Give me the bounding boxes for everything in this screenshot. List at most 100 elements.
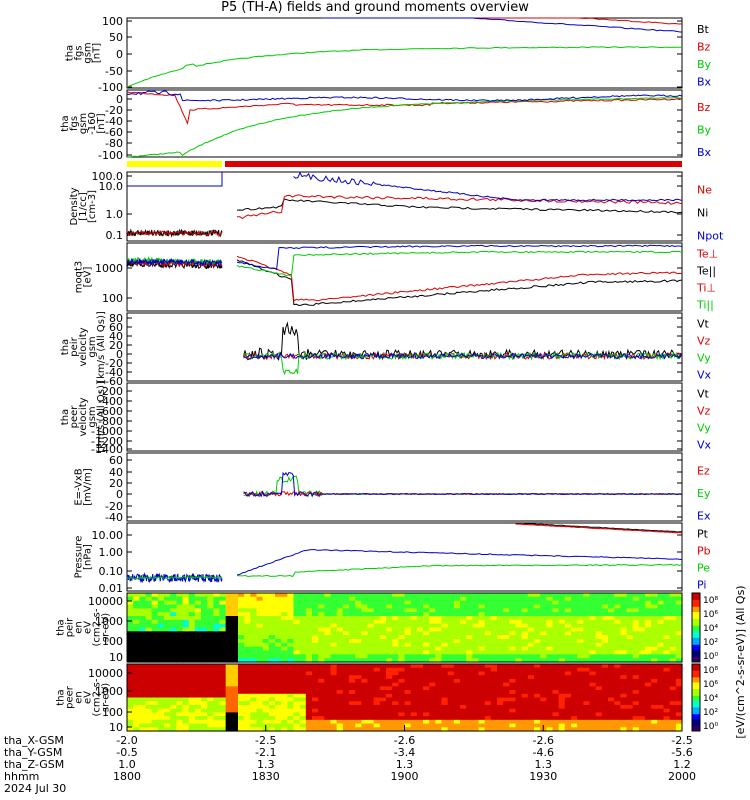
colorbar-tick: 10⁸	[703, 596, 718, 606]
series-pe-low	[126, 575, 223, 580]
panel-frame	[126, 242, 683, 312]
y-axis-label: (cm2-s-	[92, 678, 103, 716]
y-tick-label: -50	[105, 65, 123, 78]
series-by	[126, 46, 683, 88]
panel-frame	[126, 312, 683, 382]
legend-entry: Vt	[697, 318, 710, 331]
legend-entry: Vy	[697, 422, 711, 435]
x-tick-label: -2.5	[671, 734, 692, 747]
series-vx-ion	[243, 352, 683, 361]
y-tick-label: -200	[98, 385, 123, 398]
electron-spectrogram	[127, 664, 683, 732]
x-tick-label: 1.3	[535, 758, 553, 771]
x-tick-label: -2.6	[533, 734, 554, 747]
y-tick-label: 60	[109, 454, 123, 467]
x-axis-row-label: tha_Z-GSM	[4, 758, 64, 771]
y-tick-label: -60	[105, 375, 123, 388]
y-tick-label: 10000	[88, 595, 123, 608]
y-axis-label: gsm	[83, 42, 94, 63]
y-axis-label: (cm2-s-	[92, 608, 103, 646]
x-axis-row-label: tha_X-GSM	[4, 734, 64, 747]
y-tick-label: 40	[109, 466, 123, 479]
y-axis-label: eV	[83, 691, 94, 704]
legend-entry: Pb	[697, 545, 711, 558]
y-tick-label: 100	[102, 15, 123, 28]
legend-entry: Ni	[697, 207, 708, 220]
y-tick-label: 50	[109, 31, 123, 44]
x-tick-label: 1.3	[396, 758, 414, 771]
x-tick-label: -0.5	[116, 746, 137, 759]
series-tiperp-low	[126, 257, 223, 267]
series-by-detail	[126, 96, 683, 158]
colorbar-tick: 10⁰	[703, 722, 718, 732]
y-axis-label: [nPa]	[83, 544, 94, 570]
x-tick-label: 1800	[113, 770, 141, 783]
x-tick-label: 1900	[391, 770, 419, 783]
series-pb	[515, 523, 683, 534]
y-tick-label: -1000	[91, 425, 123, 438]
y-tick-label: 20	[109, 477, 123, 490]
y-tick-label: -20	[105, 104, 123, 117]
series-ex	[243, 471, 683, 498]
y-axis-label: tha	[56, 619, 67, 635]
legend-entry: Vz	[697, 335, 711, 348]
y-tick-label: 1000	[95, 615, 123, 628]
panel-frame	[126, 382, 683, 452]
x-tick-label: -2.6	[394, 734, 415, 747]
x-tick-label: 1830	[252, 770, 280, 783]
y-axis-label: Pressure	[74, 536, 85, 579]
y-tick-label: 0.01	[99, 582, 124, 595]
mode-bar-fast	[225, 161, 682, 167]
date-label: 2024 Jul 30	[4, 782, 66, 795]
y-tick-label: 80	[109, 312, 123, 325]
legend-entry: Ti⊥	[696, 282, 716, 295]
legend-entry: Pi	[697, 579, 706, 592]
series-pe-high	[236, 563, 683, 578]
y-tick-label: -100	[98, 149, 123, 162]
colorbar-tick: 10⁴	[703, 624, 718, 634]
legend-entry: Ti||	[696, 299, 714, 312]
series-tipar-high	[236, 250, 683, 278]
y-tick-label: -40	[105, 115, 123, 128]
legend-entry: Te||	[696, 265, 716, 278]
colorbar-tick: 10⁸	[703, 666, 718, 676]
legend-entry: Bt	[697, 23, 710, 36]
y-tick-label: -40	[105, 511, 123, 524]
legend-entry: Pt	[697, 528, 709, 541]
colorbar-tick: 10²	[703, 638, 718, 648]
series-tepar-high	[236, 259, 683, 307]
colorbar-tick: 10²	[703, 708, 718, 718]
y-tick-label: 100	[102, 292, 123, 305]
y-axis-label: [nT]	[96, 113, 107, 133]
legend-entry: Ey	[697, 487, 711, 500]
y-axis-label: moqt3	[74, 261, 85, 294]
mode-bar-slow	[127, 161, 222, 167]
y-axis-label: sr-eV)	[101, 613, 112, 642]
y-axis-label: [1/cc]	[78, 192, 89, 221]
legend-entry: Bz	[697, 101, 711, 114]
x-tick-label: -2.5	[255, 734, 276, 747]
y-tick-label: 100	[102, 706, 123, 719]
series-bz-detail	[126, 91, 683, 126]
y-axis-label: tha	[60, 409, 71, 425]
x-tick-label: 1930	[529, 770, 557, 783]
y-axis-label: peir	[69, 336, 80, 356]
colorbar-tick: 10⁰	[703, 652, 718, 662]
y-axis-label: tha	[60, 115, 71, 131]
colorbar-tick: 10⁶	[703, 680, 718, 690]
y-axis-label: gsm	[87, 336, 98, 357]
y-tick-label: 100	[102, 635, 123, 648]
y-axis-label: velocity	[78, 397, 89, 436]
series-npot-low	[127, 172, 223, 187]
y-tick-label: 10	[109, 721, 123, 734]
y-tick-label: 10.00	[92, 529, 124, 542]
series-ni-high	[236, 198, 683, 214]
x-tick-label: -2.1	[255, 746, 276, 759]
legend-entry: Vt	[697, 388, 710, 401]
y-axis-label: eV	[83, 621, 94, 634]
y-axis-label: tha	[60, 339, 71, 355]
y-tick-label: -20	[105, 500, 123, 513]
y-tick-label: 1.0	[106, 208, 124, 221]
x-axis-row-label: hhmm	[4, 770, 39, 783]
x-tick-label: -5.6	[671, 746, 692, 759]
